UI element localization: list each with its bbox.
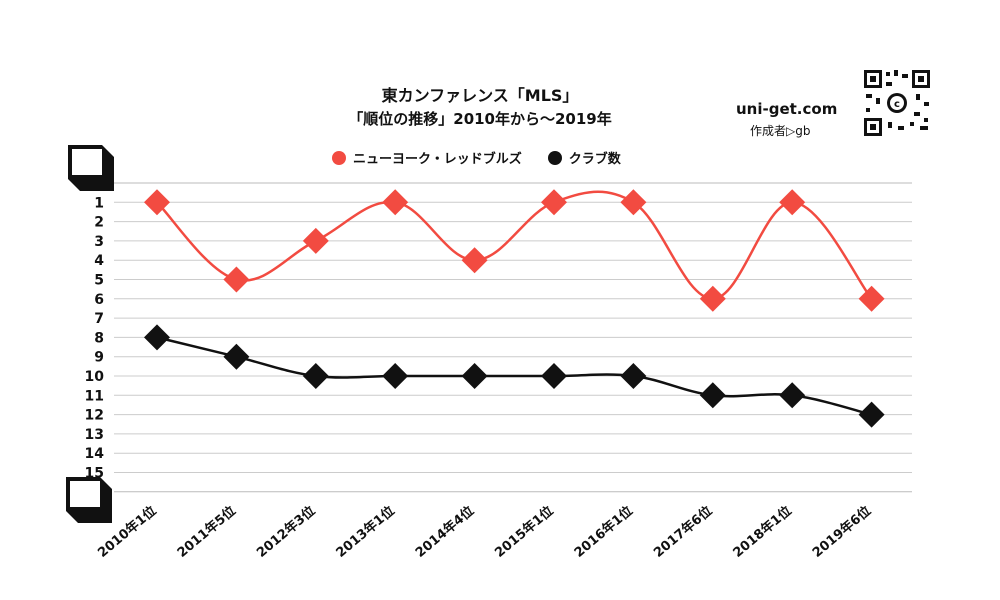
data-point-marker (461, 363, 488, 389)
x-tick-label: 2016年1位 (571, 503, 636, 561)
top-corner-icon (68, 145, 114, 191)
chart-subtitle: 「順位の推移」2010年から～2019年 (348, 110, 612, 128)
x-tick-label: 2011年5位 (174, 503, 239, 561)
series-line (156, 190, 873, 301)
y-tick-label: 6 (94, 292, 104, 308)
data-point-marker (779, 382, 806, 409)
y-tick-label: 2 (94, 215, 104, 231)
y-tick-label: 8 (94, 330, 104, 346)
legend-label-redbulls: ニューヨーク・レッドブルズ (353, 152, 522, 167)
data-point-marker (302, 363, 329, 389)
y-tick-label: 7 (94, 311, 104, 327)
y-tick-label: 12 (85, 408, 104, 424)
data-point-marker (699, 382, 726, 409)
data-point-marker (302, 227, 329, 254)
legend-swatch-red (332, 150, 346, 165)
legend-item-clubs: クラブ数 (547, 148, 621, 167)
y-tick-label: 14 (85, 446, 105, 462)
data-point-marker (382, 363, 409, 389)
legend-swatch-black (547, 150, 562, 165)
legend-item-redbulls: ニューヨーク・レッドブルズ (332, 148, 522, 167)
series-line (156, 336, 872, 416)
author-credit: 作成者▷gb (750, 124, 811, 138)
x-tick-label: 2019年6位 (809, 503, 874, 561)
y-tick-label: 4 (94, 253, 104, 269)
y-tick-label: 9 (94, 350, 104, 366)
legend: ニューヨーク・レッドブルズ クラブ数 (332, 148, 647, 167)
data-point-marker (223, 343, 250, 370)
data-point-marker (461, 247, 488, 274)
data-point-marker (620, 189, 647, 216)
x-tick-label: 2013年1位 (333, 503, 398, 561)
y-tick-label: 11 (85, 388, 104, 404)
chart-title: 東カンファレンス「MLS」 (381, 86, 579, 105)
y-tick-label: 5 (94, 273, 104, 289)
legend-label-clubs: クラブ数 (568, 152, 621, 167)
x-tick-label: 2014年4位 (412, 503, 477, 561)
data-point-marker (858, 401, 885, 428)
data-point-marker (382, 189, 409, 216)
data-point-marker (223, 266, 250, 293)
y-tick-label: 13 (85, 427, 104, 443)
data-point-marker (541, 363, 567, 389)
data-point-marker (620, 363, 647, 389)
y-tick-label: 10 (85, 369, 105, 385)
svg-text:c: c (894, 99, 900, 110)
data-point-marker (779, 189, 806, 216)
y-tick-label: 3 (94, 234, 104, 250)
y-tick-label: 1 (94, 195, 104, 211)
bottom-corner-icon (66, 477, 112, 523)
data-point-marker (144, 324, 170, 351)
data-point-marker (541, 189, 567, 216)
site-name: uni-get.com (736, 100, 838, 118)
x-tick-label: 2015年1位 (492, 503, 557, 561)
data-point-marker (144, 189, 170, 216)
qr-code-icon: c (862, 68, 932, 138)
data-point-marker (699, 285, 726, 312)
x-tick-label: 2017年6位 (651, 503, 716, 561)
x-tick-label: 2018年1位 (730, 503, 795, 561)
x-tick-label: 2012年3位 (254, 503, 319, 561)
data-point-marker (858, 285, 885, 312)
